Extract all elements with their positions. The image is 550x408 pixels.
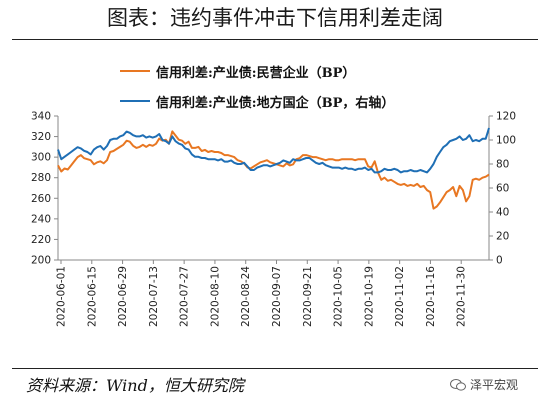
series-line-soe: [57, 127, 490, 174]
x-tick-label: 2020-06-01: [56, 266, 68, 327]
x-tick-label: 2020-09-21: [302, 266, 314, 327]
legend-item-private: 信用利差:产业债:民营企业（BP）: [120, 56, 394, 86]
chart-legend: 信用利差:产业债:民营企业（BP） 信用利差:产业债:地方国企（BP，右轴）: [120, 56, 394, 116]
x-tick-label: 2020-08-10: [209, 266, 221, 327]
series-line-private: [57, 130, 490, 210]
legend-label-private: 信用利差:产业债:民营企业（BP）: [156, 65, 356, 81]
legend-item-soe: 信用利差:产业债:地方国企（BP，右轴）: [120, 86, 394, 116]
right-tick-label: 0: [496, 255, 503, 267]
left-tick-label: 200: [31, 255, 51, 267]
x-tick-label: 2020-10-19: [363, 266, 375, 327]
watermark: 泽平宏观: [450, 376, 518, 393]
watermark-text: 泽平宏观: [470, 378, 519, 392]
x-tick-label: 2020-11-16: [425, 266, 437, 327]
chat-bubble-icon: [450, 378, 466, 391]
left-tick-label: 220: [31, 234, 51, 246]
left-tick-label: 240: [31, 213, 51, 225]
right-tick-label: 40: [496, 207, 509, 219]
left-tick-label: 280: [31, 172, 51, 184]
left-tick-label: 340: [31, 111, 51, 123]
legend-swatch-soe: [120, 100, 150, 102]
left-tick-label: 320: [31, 131, 51, 143]
right-tick-label: 80: [496, 159, 509, 171]
right-tick-label: 120: [496, 111, 516, 123]
x-tick-label: 2020-09-07: [271, 266, 283, 327]
right-tick-label: 20: [496, 231, 509, 243]
x-tick-label: 2020-06-29: [117, 266, 129, 327]
source-note: 资料来源：Wind，恒大研究院: [26, 376, 244, 395]
title-rule: [12, 39, 538, 40]
right-tick-label: 60: [496, 183, 509, 195]
left-tick-label: 260: [31, 193, 51, 205]
x-tick-label: 2020-07-27: [179, 266, 191, 327]
x-tick-label: 2020-11-02: [394, 266, 406, 327]
legend-swatch-private: [120, 70, 150, 72]
x-tick-label: 2020-07-13: [148, 266, 160, 327]
x-tick-label: 2020-06-15: [86, 266, 98, 327]
right-tick-label: 100: [496, 135, 516, 147]
x-tick-label: 2020-11-30: [456, 266, 468, 327]
x-tick-label: 2020-10-05: [333, 266, 345, 327]
source-rule: [12, 368, 538, 369]
legend-label-soe: 信用利差:产业债:地方国企（BP，右轴）: [156, 95, 395, 111]
left-tick-label: 300: [31, 152, 51, 164]
chart-title: 图表：违约事件冲击下信用利差走阔: [107, 6, 443, 30]
x-tick-label: 2020-08-24: [240, 266, 252, 327]
